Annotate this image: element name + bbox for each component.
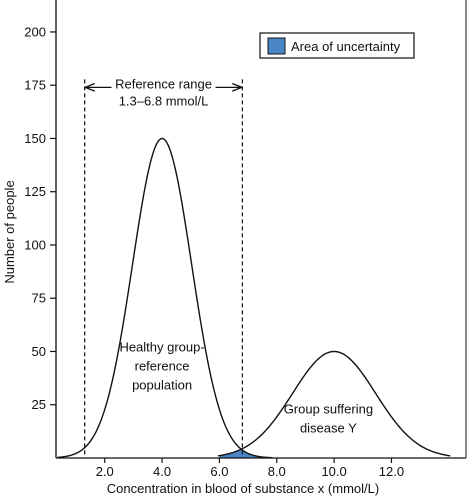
- series-label-1: Healthy group-: [119, 339, 204, 354]
- uncertainty-layer: [219, 449, 279, 458]
- x-ticks: 2.0 4.0 6.0 8.0 10.0 12.0: [96, 458, 404, 479]
- legend-box: [259, 32, 415, 59]
- x-tick-label: 12.0: [379, 464, 404, 479]
- series-labels: Healthy group-reference population Group s…: [119, 339, 373, 435]
- series-label-1: population: [132, 377, 192, 392]
- series-curve-1: [57, 137, 273, 459]
- legend: Area of uncertainty: [259, 32, 415, 59]
- x-tick-label: 10.0: [321, 464, 346, 479]
- x-tick-label: 2.0: [96, 464, 114, 479]
- series-label-2: disease Y: [300, 420, 357, 435]
- legend-swatch-uncertainty: [267, 37, 286, 55]
- uncertainty-area: [219, 449, 279, 458]
- curves-layer: [57, 137, 451, 459]
- y-tick-label: 75: [32, 291, 46, 306]
- y-tick-label: 150: [24, 131, 46, 146]
- reference-range-label: Reference range: [115, 76, 212, 91]
- y-tick-label: 200: [24, 24, 46, 39]
- reference-range-value: 1.3–6.8 mmol/L: [119, 93, 209, 108]
- y-tick-label: 50: [32, 344, 46, 359]
- y-ticks: 25 50 75 100 125 150 175 200: [24, 24, 56, 412]
- reference-range: Reference range 1.3–6.8 mmol/L: [84, 76, 243, 458]
- series-label-2: Group suffering: [284, 401, 373, 416]
- y-tick-label: 175: [24, 78, 46, 93]
- y-axis-title: Number of people: [2, 180, 17, 283]
- x-tick-label: 4.0: [153, 464, 171, 479]
- y-tick-label: 100: [24, 237, 46, 252]
- legend-label-uncertainty: Area of uncertainty: [291, 39, 401, 54]
- series-label-1: reference: [135, 358, 190, 373]
- reference-range-label-bg: [111, 76, 216, 91]
- y-tick-label: 25: [32, 397, 46, 412]
- x-axis-title: Concentration in blood of substance x (m…: [107, 481, 379, 496]
- y-tick-label: 125: [24, 184, 46, 199]
- x-tick-label: 6.0: [210, 464, 228, 479]
- x-tick-label: 8.0: [268, 464, 286, 479]
- series-curve-2: [217, 350, 451, 457]
